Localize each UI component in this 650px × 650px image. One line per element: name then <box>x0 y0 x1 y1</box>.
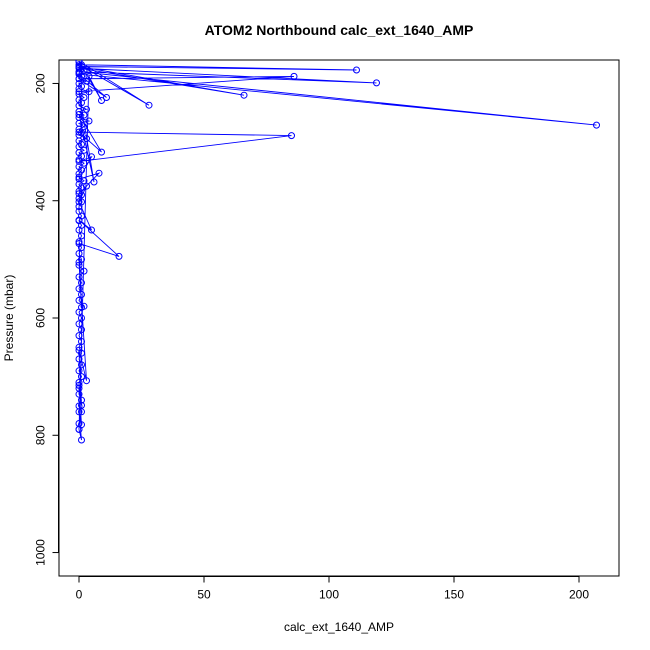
data-point <box>78 436 85 444</box>
data-point <box>75 343 83 351</box>
data-point <box>98 97 105 104</box>
data-point <box>75 111 83 118</box>
data-point <box>75 157 83 165</box>
x-tick-label: 0 <box>76 588 83 602</box>
data-point <box>75 170 83 178</box>
data-point <box>75 390 83 398</box>
data-point <box>240 91 248 99</box>
data-point <box>85 117 93 125</box>
data-point <box>78 326 85 334</box>
data-point <box>75 226 83 234</box>
x-axis-label: calc_ext_1640_AMP <box>284 620 394 634</box>
data-point <box>75 68 83 76</box>
data-point <box>75 75 83 83</box>
data-point <box>80 267 88 275</box>
data-point <box>75 250 83 257</box>
data-point <box>353 66 360 74</box>
data-point <box>75 88 83 96</box>
data-point <box>75 70 83 78</box>
data-point <box>75 190 83 198</box>
data-point <box>145 101 153 109</box>
data-point <box>290 72 298 80</box>
data-point <box>83 182 90 190</box>
data-point <box>75 203 83 211</box>
data-point <box>75 408 83 416</box>
data-point <box>75 355 83 363</box>
data-point <box>75 175 83 183</box>
y-axis: 200 400 600 800 1000 <box>34 73 59 566</box>
data-point <box>85 72 93 80</box>
y-tick-label: 400 <box>34 190 48 210</box>
x-tick-label: 100 <box>319 588 339 602</box>
data-point <box>75 285 83 293</box>
data-point <box>88 153 95 161</box>
data-point <box>90 178 98 186</box>
y-tick-label: 800 <box>34 425 48 445</box>
data-point <box>78 314 85 322</box>
data-point <box>78 291 85 298</box>
data-point <box>75 128 83 136</box>
data-point <box>115 252 123 260</box>
data-point <box>83 377 90 385</box>
data-point <box>78 338 85 345</box>
data-point <box>75 273 83 281</box>
data-point <box>288 132 295 140</box>
plot-area <box>75 60 600 444</box>
data-point <box>95 169 103 177</box>
data-point <box>75 261 83 269</box>
data-point <box>83 135 90 143</box>
data-point <box>83 105 90 113</box>
data-point <box>75 85 83 93</box>
series-line <box>77 60 597 441</box>
data-point <box>75 320 83 328</box>
x-tick-label: 50 <box>197 588 211 602</box>
data-point <box>75 381 83 389</box>
data-point <box>98 148 105 156</box>
data-point <box>88 226 95 234</box>
data-point <box>78 396 85 404</box>
data-point <box>78 361 85 369</box>
data-point <box>75 258 83 266</box>
y-tick-label: 1000 <box>34 539 48 566</box>
data-point <box>75 60 83 65</box>
data-point <box>593 121 600 129</box>
data-point <box>78 303 85 311</box>
data-point <box>78 232 85 240</box>
y-tick-label: 200 <box>34 73 48 93</box>
data-point <box>75 332 83 340</box>
data-point <box>75 346 83 354</box>
data-point <box>85 88 93 96</box>
data-point <box>75 367 83 375</box>
chart-title: ATOM2 Northbound calc_ext_1640_AMP <box>205 22 474 38</box>
plot-frame <box>58 59 620 577</box>
x-axis: 0 50 100 150 200 <box>76 576 589 602</box>
data-point <box>103 94 110 101</box>
data-point <box>75 425 83 433</box>
data-point <box>75 240 83 247</box>
data-point <box>75 216 83 224</box>
data-point <box>78 279 85 287</box>
x-tick-label: 200 <box>569 588 589 602</box>
y-tick-label: 600 <box>34 308 48 328</box>
data-point <box>75 296 83 304</box>
y-axis-label: Pressure (mbar) <box>2 275 16 362</box>
data-point <box>373 79 380 87</box>
data-point <box>78 401 85 409</box>
data-point <box>78 373 85 381</box>
x-tick-label: 150 <box>444 588 464 602</box>
data-point <box>75 198 83 206</box>
